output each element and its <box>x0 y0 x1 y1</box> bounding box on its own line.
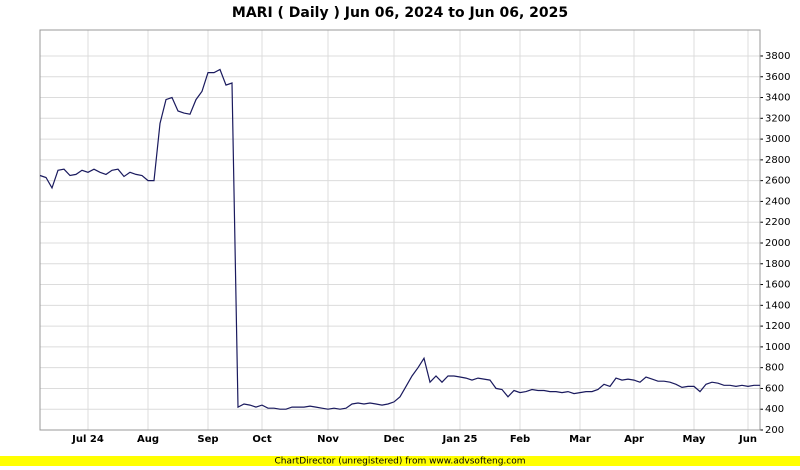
plot-border <box>39 29 761 431</box>
y-tick-label: 3800 <box>765 51 790 62</box>
x-tick-label: Nov <box>317 434 339 445</box>
y-tick-label: 1800 <box>765 259 790 270</box>
chart-title: MARI ( Daily ) Jun 06, 2024 to Jun 06, 2… <box>232 5 568 21</box>
y-tick-label: 800 <box>765 363 784 374</box>
y-tick-label: 3600 <box>765 72 790 83</box>
y-tick-label: 200 <box>765 425 784 436</box>
y-tick-label: 2600 <box>765 176 790 187</box>
footer-bar <box>0 456 800 466</box>
x-tick-label: Mar <box>569 434 591 445</box>
x-tick-label: Oct <box>252 434 271 445</box>
price-line <box>39 68 760 410</box>
plot-area <box>40 30 760 430</box>
y-tick-label: 1200 <box>765 321 790 332</box>
y-tick-label: 600 <box>765 383 784 394</box>
x-tick-label: Dec <box>383 434 404 445</box>
y-tick-label: 2000 <box>765 238 790 249</box>
x-tick-label: Feb <box>510 434 530 445</box>
x-tick-label: Apr <box>624 434 644 445</box>
y-tick-label: 1600 <box>765 280 790 291</box>
y-tick-label: 400 <box>765 404 784 415</box>
footer: ChartDirector (unregistered) from www.ad… <box>274 457 525 467</box>
x-tick-label: Jul 24 <box>71 434 104 445</box>
x-tick-label: Jan 25 <box>442 434 478 445</box>
y-tick-label: 1000 <box>765 342 790 353</box>
y-tick-label: 2200 <box>765 217 790 228</box>
y-tick-label: 1400 <box>765 300 790 311</box>
y-tick-label: 3400 <box>765 93 790 104</box>
x-tick-label: Aug <box>137 434 159 445</box>
x-tick-label: Jun <box>738 434 757 445</box>
x-tick-label: Sep <box>197 434 218 445</box>
y-tick-label: 2400 <box>765 196 790 207</box>
y-tick-label: 3200 <box>765 113 790 124</box>
y-tick-label: 3000 <box>765 134 790 145</box>
x-tick-label: May <box>683 434 706 445</box>
y-tick-label: 2800 <box>765 155 790 166</box>
